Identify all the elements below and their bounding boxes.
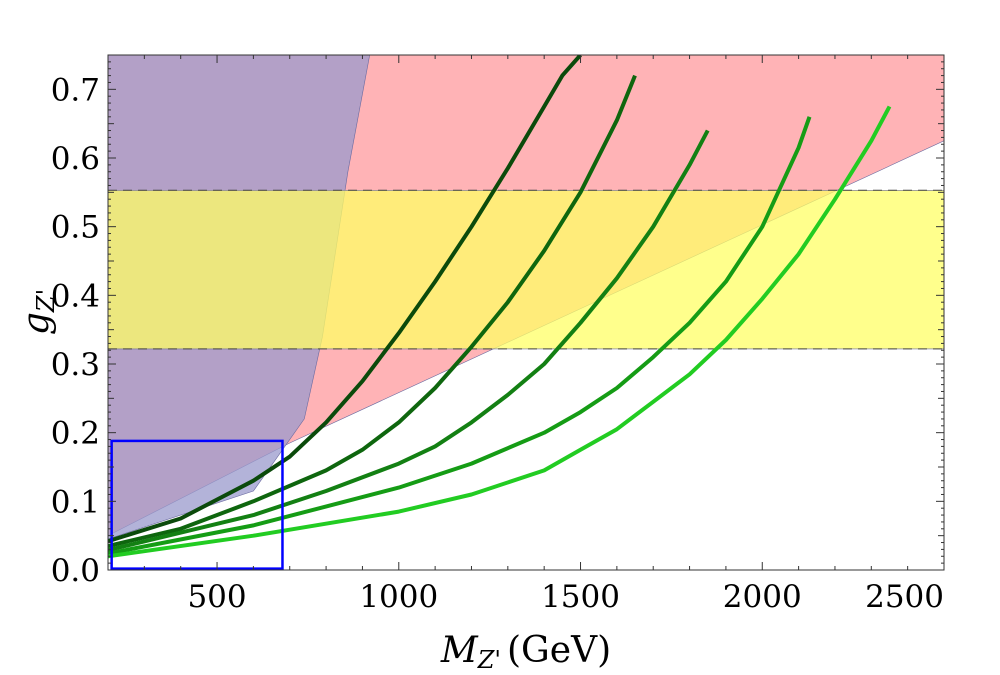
x-tick-label: 1000: [359, 579, 438, 615]
y-tick-label: 0.1: [51, 484, 100, 520]
x-tick-labels: 500 1000 1500 2000 2500: [187, 579, 944, 615]
x-tick-label: 2000: [723, 579, 802, 615]
y-axis-title: gZ': [16, 289, 60, 335]
y-tick-label: 0.5: [51, 210, 100, 246]
zoom-box-layer: [110, 439, 284, 570]
series-line-1: [108, 55, 582, 544]
excluded-regions: [108, 55, 944, 570]
x-axis-title: MZ' (GeV): [440, 630, 611, 674]
region-3: [108, 189, 944, 350]
y-tick-label: 0.4: [51, 278, 100, 314]
y-tick-label: 0.6: [51, 141, 100, 177]
x-tick-label: 2500: [865, 579, 944, 615]
series-curves: [108, 55, 892, 559]
x-axis-subscript: Z': [477, 646, 501, 674]
plot-frame: [107, 54, 945, 571]
series-line-2: [108, 74, 637, 548]
axis-ticks: [107, 54, 945, 571]
y-tick-label: 0.7: [51, 72, 100, 108]
y-tick-label: 0.3: [51, 347, 100, 383]
series-line-5: [108, 105, 892, 559]
series-line-4: [108, 116, 812, 556]
x-tick-label: 1500: [541, 579, 620, 615]
zoom-box: [110, 439, 284, 570]
x-axis-symbol: M: [440, 630, 479, 671]
y-tick-label: 0.2: [51, 416, 100, 452]
x-tick-label: 500: [187, 579, 246, 615]
series-line-3: [108, 129, 710, 553]
y-axis-subscript: Z': [32, 289, 60, 313]
reference-lines: [108, 189, 944, 350]
y-tick-label: 0.0: [51, 553, 100, 589]
y-axis-symbol: g: [16, 312, 57, 335]
x-axis-unit: (GeV): [507, 630, 611, 671]
y-tick-labels: 0.0 0.1 0.2 0.3 0.4 0.5 0.6 0.7: [51, 72, 100, 589]
